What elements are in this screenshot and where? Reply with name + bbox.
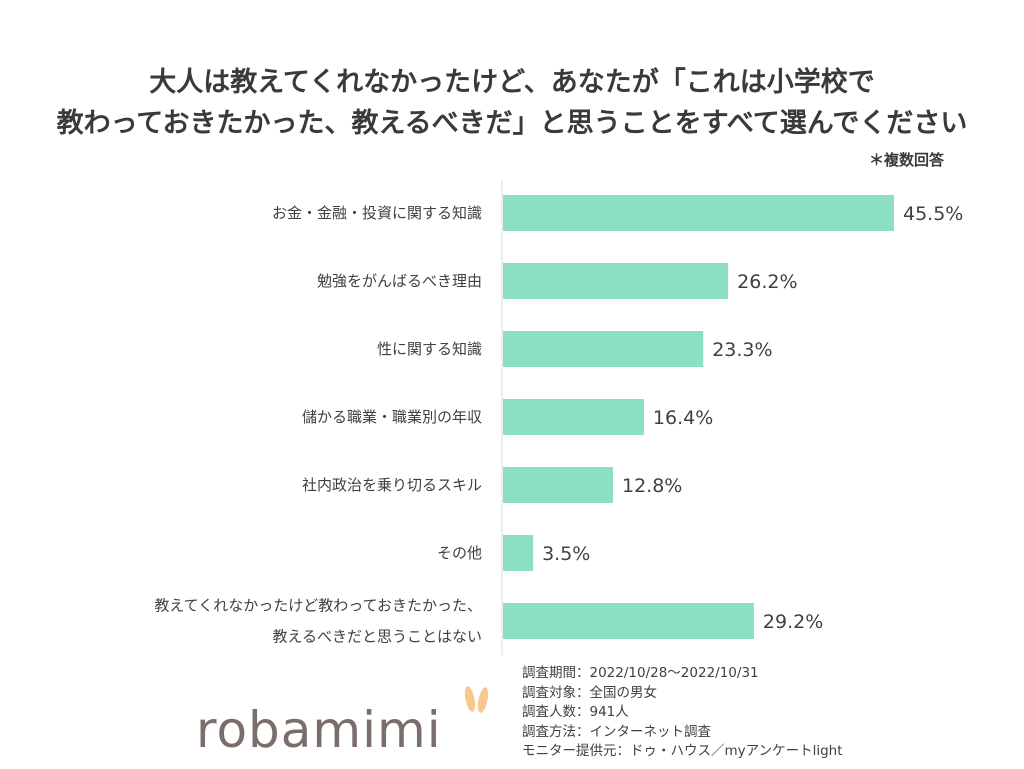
category-label: その他	[437, 544, 482, 562]
category-label: 社内政治を乗り切るスキル	[302, 476, 482, 494]
bar-value-label: 26.2%	[737, 271, 797, 293]
multiple-answer-note: ＊複数回答	[868, 151, 944, 169]
survey-period: 調査期間：2022/10/28～2022/10/31	[522, 665, 759, 681]
survey-method: 調査方法：インターネット調査	[522, 723, 711, 740]
category-label: お金・金融・投資に関する知識	[272, 204, 482, 222]
category-label: 教えてくれなかったけど教わっておきたかった、	[154, 597, 482, 615]
bar-value-label: 12.8%	[622, 475, 682, 497]
bar-value-label: 16.4%	[653, 407, 713, 429]
category-label: 性に関する知識	[377, 340, 482, 358]
bar-value-label: 45.5%	[903, 203, 963, 225]
survey-target: 調査対象：全国の男女	[522, 684, 657, 701]
category-label: 儲かる職業・職業別の年収	[302, 408, 482, 426]
bar	[503, 603, 754, 639]
category-label: 勉強をがんばるべき理由	[317, 272, 482, 290]
bar	[503, 467, 613, 503]
bar-value-label: 23.3%	[712, 339, 772, 361]
chart-title-line-1: 大人は教えてくれなかったけど、あなたが「これは小学校で	[149, 67, 875, 98]
chart-title: 大人は教えてくれなかったけど、あなたが「これは小学校で 教わっておきたかった、教…	[0, 62, 1024, 144]
bar	[503, 331, 704, 367]
rabbit-ears-icon	[464, 686, 489, 713]
survey-monitor-provider: モニター提供元：ドゥ・ハウス／myアンケートlight	[522, 743, 843, 759]
category-label: 教えるべきだと思うことはない	[272, 628, 482, 646]
survey-info: 調査期間：2022/10/28～2022/10/31 調査対象：全国の男女 調査…	[522, 664, 843, 762]
bar	[503, 535, 534, 571]
survey-respondents: 調査人数：941人	[522, 704, 629, 720]
bar	[503, 399, 644, 435]
bar-value-label: 3.5%	[542, 543, 590, 565]
bar	[503, 263, 729, 299]
bar-value-label: 29.2%	[763, 611, 823, 633]
bar	[503, 195, 894, 231]
chart-title-line-2: 教わっておきたかった、教えるべきだ」と思うことをすべて選んでください	[56, 108, 968, 139]
robamimi-logo: robamimi	[196, 701, 442, 759]
